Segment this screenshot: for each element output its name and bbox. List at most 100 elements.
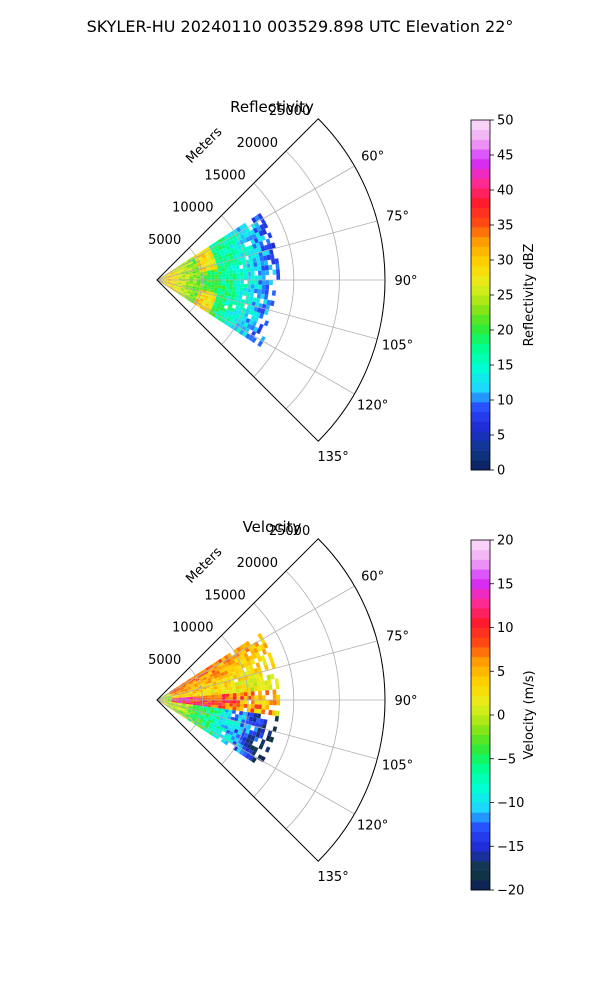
colorbar-swatch [471, 559, 490, 569]
data-cell [225, 709, 229, 713]
data-cell [193, 282, 197, 284]
data-cell [236, 689, 240, 693]
data-cell [215, 703, 219, 706]
colorbar-swatch [471, 696, 490, 706]
angle-tick-label: 75° [386, 630, 409, 645]
data-cell [236, 273, 240, 277]
data-cell [218, 691, 222, 694]
data-cell [264, 320, 269, 326]
data-cell [257, 709, 261, 714]
colorbar-swatch [471, 637, 490, 647]
data-cell [218, 271, 222, 274]
colorbar-swatch [471, 589, 490, 599]
data-cell [265, 285, 269, 290]
colorbar-swatch [471, 256, 490, 266]
colorbar-swatch [471, 734, 490, 744]
colorbar-swatch [471, 744, 490, 754]
data-cell [226, 700, 230, 703]
data-cell [255, 700, 259, 704]
colorbar-tick-label: 0 [497, 464, 505, 479]
data-cell [211, 272, 215, 275]
data-cell [265, 290, 269, 295]
colorbar-swatch [471, 861, 490, 871]
colorbar-swatch [471, 169, 490, 179]
data-cell [232, 266, 236, 270]
data-cell [260, 261, 264, 266]
colorbar-swatch [471, 569, 490, 579]
colorbar-swatch [471, 657, 490, 667]
angle-tick-label: 135° [317, 870, 348, 885]
data-cell [229, 277, 233, 280]
data-cell [258, 280, 262, 285]
colorbar-swatch [471, 139, 490, 149]
data-cell [222, 271, 226, 274]
data-cell [276, 269, 280, 275]
data-cell [228, 267, 232, 271]
data-cell [244, 696, 248, 700]
data-cell [218, 283, 222, 286]
data-cell [262, 705, 266, 710]
data-cell [236, 284, 240, 288]
data-cell [266, 280, 270, 285]
colorbar-tick-label: −10 [497, 796, 524, 811]
data-cell [266, 239, 271, 245]
data-cell [211, 692, 215, 695]
data-cell [264, 680, 268, 685]
data-cell [266, 700, 270, 705]
colorbar-swatch [471, 441, 490, 451]
colorbar-swatch [471, 598, 490, 608]
data-cell [257, 289, 261, 294]
figure-title: SKYLER-HU 20240110 003529.898 UTC Elevat… [87, 17, 514, 36]
data-cell [258, 700, 262, 705]
data-cell [204, 702, 208, 704]
data-cell [211, 695, 215, 698]
data-cell [215, 275, 219, 278]
data-cell [253, 262, 257, 267]
data-cell [240, 268, 244, 272]
data-cell [218, 285, 222, 288]
colorbar-tick-label: 0 [497, 709, 505, 724]
data-cell [251, 276, 255, 280]
colorbar-swatch [471, 237, 490, 247]
data-cell [267, 680, 271, 686]
data-cell [237, 696, 241, 700]
data-cell [265, 705, 269, 710]
data-cell [226, 697, 230, 700]
data-cell [211, 285, 215, 288]
data-cell [225, 289, 229, 293]
data-cell [193, 696, 197, 698]
data-cell [254, 709, 258, 714]
angle-tick-label: 135° [317, 450, 348, 465]
data-cell [262, 275, 266, 280]
data-cell [268, 685, 272, 690]
data-cell [204, 276, 208, 278]
data-cell [222, 694, 226, 697]
data-cell [207, 284, 211, 287]
colorbar-swatch [471, 686, 490, 696]
data-cell [233, 276, 237, 280]
data-cell [244, 704, 248, 708]
data-cell [229, 283, 233, 287]
data-cell [240, 707, 244, 711]
data-cell [265, 265, 269, 270]
data-cell [211, 282, 215, 285]
data-cell [232, 707, 236, 711]
colorbar-swatch [471, 334, 490, 344]
data-cell [243, 712, 247, 716]
colorbar-swatch [471, 217, 490, 227]
data-cell [233, 700, 237, 704]
data-cell [275, 684, 279, 690]
data-cell [238, 681, 242, 685]
data-cell [265, 685, 269, 690]
data-cell [239, 711, 243, 715]
data-cell [211, 702, 215, 705]
colorbar-swatch [471, 812, 490, 822]
data-cell [272, 290, 276, 296]
data-cell [238, 715, 242, 719]
range-tick-label: 25000 [269, 104, 310, 119]
colorbar-swatch [471, 149, 490, 159]
angle-tick-label: 60° [361, 150, 384, 165]
data-cell [251, 691, 255, 695]
data-cell [267, 730, 272, 736]
velocity-angle-ticks: 60°75°90°105°120°135° [317, 570, 417, 886]
